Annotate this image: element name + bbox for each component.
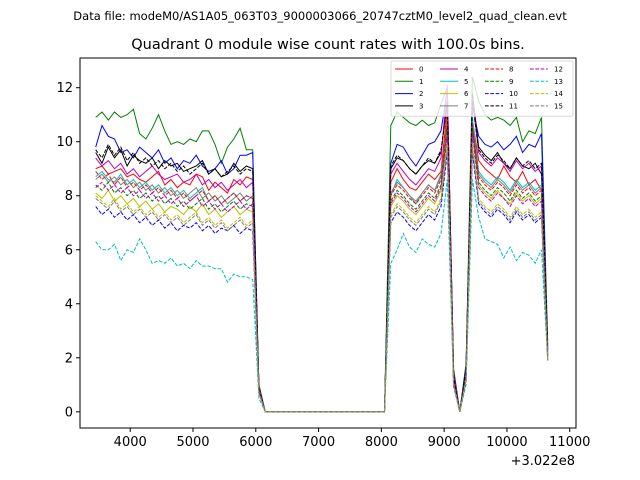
legend-box <box>390 60 574 117</box>
x-tick-label: 5000 <box>176 435 209 450</box>
x-tick-label: 9000 <box>428 435 461 450</box>
y-tick-label: 4 <box>65 297 73 312</box>
axes: 4000 5000 6000 7000 8000 9000 10000 11000 0 2 4 6 8 1… <box>56 57 590 450</box>
legend-label-12: 12 <box>554 66 563 74</box>
y-tick-label: 6 <box>65 243 73 258</box>
legend-label-11: 11 <box>509 102 518 110</box>
legend-label-0: 0 <box>419 66 423 74</box>
legend-label-7: 7 <box>464 102 468 110</box>
legend-label-2: 2 <box>419 90 423 98</box>
legend-label-8: 8 <box>509 66 513 74</box>
chart-title: Quadrant 0 module wise count rates with … <box>131 37 525 53</box>
legend-label-6: 6 <box>464 90 469 98</box>
y-tick-label: 8 <box>65 189 73 204</box>
legend-label-14: 14 <box>554 90 563 98</box>
legend-label-5: 5 <box>464 78 468 86</box>
x-tick-label: 11000 <box>549 435 590 450</box>
x-axis-offset-label: +3.022e8 <box>511 454 575 469</box>
y-tick-label: 0 <box>65 405 73 420</box>
axes-frame <box>79 57 577 429</box>
x-tick-label: 8000 <box>365 435 398 450</box>
legend-label-3: 3 <box>419 102 423 110</box>
y-tick-label: 12 <box>56 81 73 96</box>
legend-label-1: 1 <box>419 78 423 86</box>
x-tick-label: 4000 <box>114 435 147 450</box>
x-tick-label: 7000 <box>302 435 335 450</box>
x-tick-label: 6000 <box>239 435 272 450</box>
x-tick-label: 10000 <box>486 435 527 450</box>
legend-label-9: 9 <box>509 78 513 86</box>
y-tick-label: 2 <box>65 351 73 366</box>
series-line-15 <box>95 147 549 413</box>
legend-label-4: 4 <box>464 66 469 74</box>
chart-supertitle: Data file: modeM0/AS1A05_063T03_90000030… <box>73 9 567 23</box>
plot-area <box>95 76 549 413</box>
legend-label-13: 13 <box>554 78 563 86</box>
y-tick-label: 10 <box>56 135 73 150</box>
legend-label-15: 15 <box>554 102 563 110</box>
legend-label-10: 10 <box>509 90 518 98</box>
